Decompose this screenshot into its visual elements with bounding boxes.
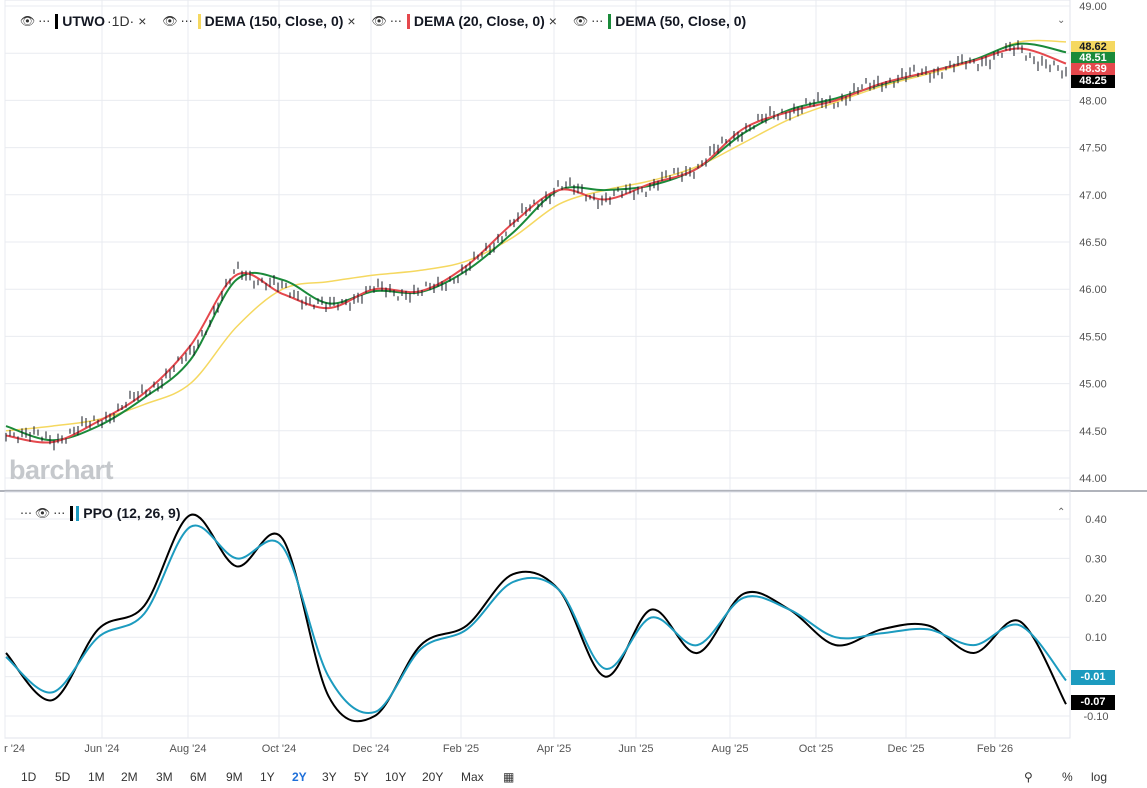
x-tick-label: Feb '25 bbox=[443, 743, 479, 755]
study-label: DEMA (20, Close, 0) bbox=[413, 13, 545, 29]
x-tick-label: Dec '24 bbox=[353, 743, 390, 755]
more-icon[interactable]: ⋯ bbox=[20, 506, 32, 520]
barchart-logo: barchart bbox=[9, 455, 114, 485]
eye-icon[interactable]: 👁 bbox=[35, 506, 51, 520]
ppo-line-signal bbox=[5, 524, 1067, 715]
percent-toggle[interactable]: % bbox=[1062, 770, 1073, 784]
timeframe-bar: 1D 5D 1M 2M 3M 6M 9M 1Y 2Y 3Y 5Y 10Y 20Y Max ▦ ⚲% log bbox=[0, 768, 1147, 788]
y-tick-label: 48.00 bbox=[1079, 95, 1107, 107]
ppo-tag: -0.07 bbox=[1071, 695, 1115, 710]
y-tick-label: 47.00 bbox=[1079, 190, 1107, 202]
more-icon[interactable]: ⋯ bbox=[591, 14, 604, 28]
more-icon[interactable]: ⋯ bbox=[180, 14, 193, 28]
symbol-label: UTWO bbox=[62, 13, 105, 29]
y-tick-label: 46.50 bbox=[1079, 237, 1107, 249]
chevron-up-icon[interactable]: ⌃ bbox=[1057, 507, 1066, 518]
x-tick-label: r '24 bbox=[4, 743, 25, 755]
legend-study-1[interactable]: 👁 ⋯ DEMA (150, Close, 0) × bbox=[162, 13, 361, 29]
log-toggle[interactable]: log bbox=[1091, 770, 1108, 784]
ppo-tag: -0.01 bbox=[1071, 670, 1115, 685]
timeframe-3y[interactable]: 3Y bbox=[322, 770, 337, 784]
y-tick-label: 44.50 bbox=[1079, 426, 1107, 438]
y-tick-label: 0.10 bbox=[1085, 632, 1106, 644]
legend-bottom: ⋯ 👁 ⋯ PPO (12, 26, 9) bbox=[20, 505, 191, 521]
timeframe-5y[interactable]: 5Y bbox=[354, 770, 369, 784]
legend-ppo[interactable]: ⋯ 👁 ⋯ PPO (12, 26, 9) bbox=[20, 505, 181, 521]
timeframe-2m[interactable]: 2M bbox=[121, 770, 138, 784]
eye-icon[interactable]: 👁 bbox=[371, 14, 387, 28]
timeframe-1d[interactable]: 1D bbox=[21, 770, 37, 784]
more-icon[interactable]: ⋯ bbox=[38, 14, 51, 28]
interval-label: ·1D· bbox=[107, 13, 135, 29]
eye-icon[interactable]: 👁 bbox=[572, 14, 589, 28]
close-icon[interactable]: × bbox=[347, 13, 356, 29]
legend-top: 👁 ⋯ UTWO ·1D· × 👁 ⋯ DEMA (150, Close, 0)… bbox=[20, 13, 756, 29]
chevron-down-icon[interactable]: ⌄ bbox=[1057, 15, 1066, 26]
y-tick-label: 45.00 bbox=[1079, 379, 1107, 391]
more-icon[interactable]: ⋯ bbox=[53, 506, 66, 520]
price-chart[interactable]: r '24 Jun '24 Aug '24 Oct '24 Dec '24 Feb '25… bbox=[0, 0, 1147, 768]
timeframe-10y[interactable]: 10Y bbox=[385, 770, 407, 784]
x-tick-label: Oct '25 bbox=[799, 743, 834, 755]
ppo-label: PPO (12, 26, 9) bbox=[83, 505, 181, 521]
x-tick-label: Jun '24 bbox=[84, 743, 119, 755]
price-tag: 48.39 bbox=[1071, 63, 1115, 76]
x-tick-label: Dec '25 bbox=[888, 743, 925, 755]
y-tick-label: 0.40 bbox=[1085, 514, 1106, 526]
timeframe-5d[interactable]: 5D bbox=[55, 770, 71, 784]
study-label: DEMA (50, Close, 0) bbox=[615, 13, 747, 29]
y-tick-label: 44.00 bbox=[1079, 473, 1107, 485]
x-tick-label: Jun '25 bbox=[618, 743, 653, 755]
y-tick-label: 0.30 bbox=[1085, 553, 1106, 565]
series-line-dema-20-close-0- bbox=[5, 47, 1067, 444]
series-color-swatch bbox=[55, 13, 59, 29]
timeframe-3m[interactable]: 3M bbox=[156, 770, 173, 784]
y-tick-label: 49.00 bbox=[1079, 1, 1107, 13]
study-color-swatch bbox=[197, 13, 201, 29]
timeframe-9m[interactable]: 9M bbox=[226, 770, 243, 784]
study-color-swatch bbox=[406, 13, 410, 29]
y-tick-label: 0.20 bbox=[1085, 593, 1106, 605]
y-tick-label: 46.00 bbox=[1079, 284, 1107, 296]
calendar-icon[interactable]: ▦ bbox=[503, 770, 515, 784]
x-tick-label: Oct '24 bbox=[262, 743, 297, 755]
close-icon[interactable]: × bbox=[548, 13, 557, 29]
ppo-panel-frame bbox=[4, 491, 1071, 739]
y-tick-label: 47.50 bbox=[1079, 143, 1107, 155]
price-tag: 48.51 bbox=[1071, 52, 1115, 65]
close-icon[interactable]: × bbox=[138, 13, 147, 29]
price-tag: 48.62 bbox=[1071, 41, 1115, 54]
legend-symbol[interactable]: 👁 ⋯ UTWO ·1D· × bbox=[20, 13, 152, 29]
timeframe-2y[interactable]: 2Y bbox=[292, 770, 307, 784]
study-color-swatch bbox=[608, 13, 612, 29]
timeframe-1y[interactable]: 1Y bbox=[260, 770, 275, 784]
series-line-dema-150-close-0- bbox=[5, 39, 1067, 432]
x-tick-label: Aug '24 bbox=[170, 743, 207, 755]
timeframe-20y[interactable]: 20Y bbox=[422, 770, 444, 784]
legend-study-3[interactable]: 👁 ⋯ DEMA (50, Close, 0) bbox=[573, 13, 746, 29]
eye-icon[interactable]: 👁 bbox=[20, 14, 36, 28]
study-label: DEMA (150, Close, 0) bbox=[204, 13, 344, 29]
legend-study-2[interactable]: 👁 ⋯ DEMA (20, Close, 0) × bbox=[372, 13, 563, 29]
signal-color-swatch bbox=[76, 505, 80, 521]
more-icon[interactable]: ⋯ bbox=[389, 14, 402, 28]
x-tick-label: Aug '25 bbox=[712, 743, 749, 755]
timeframe-6m[interactable]: 6M bbox=[190, 770, 207, 784]
y-tick-label: -0.10 bbox=[1083, 711, 1108, 723]
x-tick-label: Apr '25 bbox=[537, 743, 572, 755]
zoom-icon[interactable]: ⚲ bbox=[1024, 770, 1033, 784]
ppo-line-ppo bbox=[5, 513, 1067, 723]
x-tick-label: Feb '26 bbox=[977, 743, 1013, 755]
eye-icon[interactable]: 👁 bbox=[162, 14, 178, 28]
timeframe-max[interactable]: Max bbox=[461, 770, 484, 784]
y-tick-label: 45.50 bbox=[1079, 331, 1107, 343]
ppo-color-swatch bbox=[70, 505, 74, 521]
timeframe-1m[interactable]: 1M bbox=[88, 770, 105, 784]
price-tag: 48.25 bbox=[1071, 75, 1115, 88]
